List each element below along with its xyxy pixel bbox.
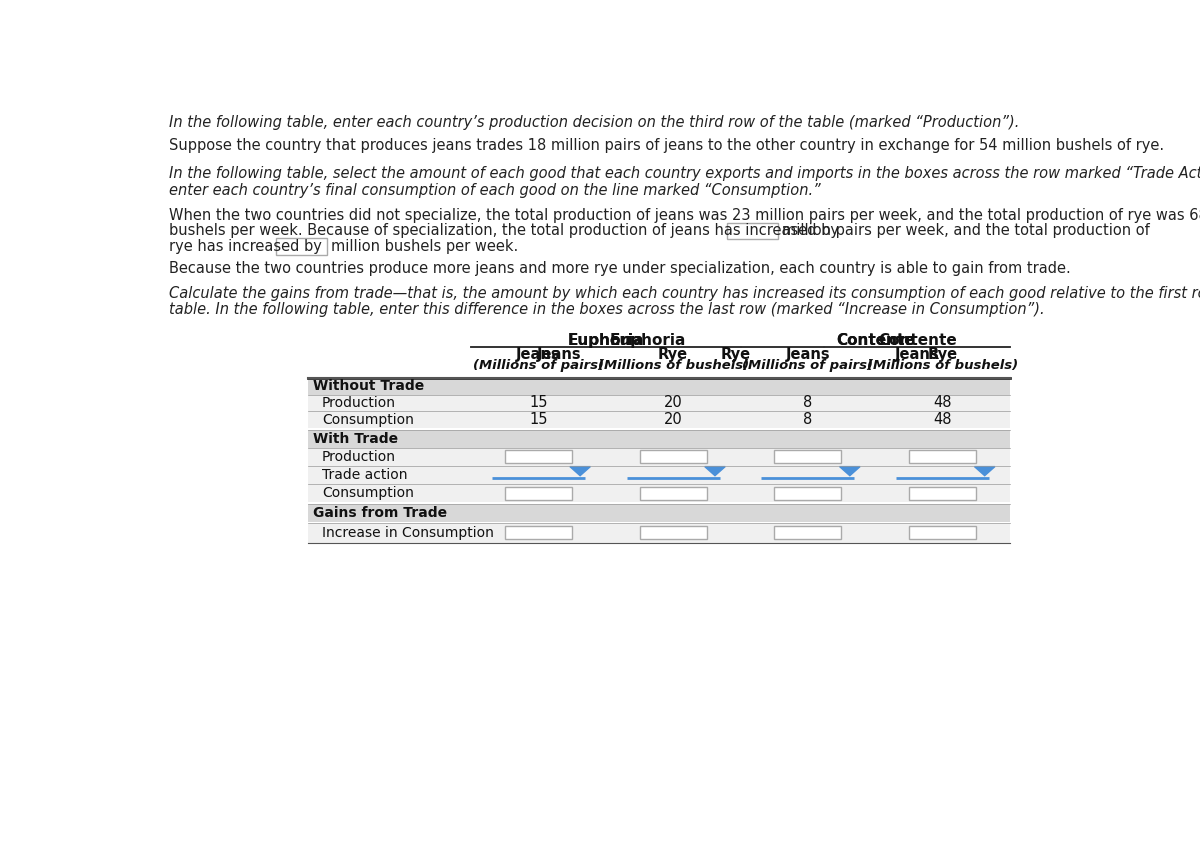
Text: 20: 20 — [664, 395, 683, 411]
Text: 8: 8 — [803, 412, 812, 427]
FancyBboxPatch shape — [824, 332, 1010, 346]
FancyBboxPatch shape — [774, 486, 841, 500]
FancyBboxPatch shape — [910, 450, 977, 464]
Text: Without Trade: Without Trade — [313, 379, 424, 393]
FancyBboxPatch shape — [276, 238, 328, 255]
Text: million pairs per week, and the total production of: million pairs per week, and the total pr… — [782, 223, 1150, 239]
Text: Jeans: Jeans — [786, 347, 830, 362]
Text: (Millions of pairs): (Millions of pairs) — [473, 359, 604, 373]
Text: Rye: Rye — [928, 347, 958, 362]
FancyBboxPatch shape — [308, 466, 1010, 484]
FancyBboxPatch shape — [910, 526, 977, 540]
Text: Rye: Rye — [721, 347, 751, 362]
FancyBboxPatch shape — [505, 526, 571, 540]
Polygon shape — [570, 467, 590, 475]
Text: Euphoria: Euphoria — [568, 332, 644, 347]
Text: Increase in Consumption: Increase in Consumption — [322, 526, 494, 540]
FancyBboxPatch shape — [505, 450, 571, 464]
Text: In the following table, select the amount of each good that each country exports: In the following table, select the amoun… — [168, 166, 1200, 181]
FancyBboxPatch shape — [308, 484, 1010, 502]
Text: (Millions of bushels): (Millions of bushels) — [598, 359, 749, 373]
Text: In the following table, enter each country’s production decision on the third ro: In the following table, enter each count… — [168, 115, 1019, 131]
FancyBboxPatch shape — [727, 223, 779, 239]
Text: When the two countries did not specialize, the total production of jeans was 23 : When the two countries did not specializ… — [168, 207, 1200, 223]
Text: Gains from Trade: Gains from Trade — [313, 506, 446, 519]
Polygon shape — [840, 467, 860, 475]
FancyBboxPatch shape — [308, 411, 1010, 428]
FancyBboxPatch shape — [308, 503, 1010, 522]
Text: Euphoria: Euphoria — [610, 332, 685, 347]
Text: With Trade: With Trade — [313, 432, 398, 446]
Text: rye has increased by: rye has increased by — [168, 239, 322, 254]
FancyBboxPatch shape — [308, 378, 1010, 395]
FancyBboxPatch shape — [470, 332, 824, 346]
Text: 48: 48 — [934, 395, 952, 411]
Text: (Millions of bushels): (Millions of bushels) — [868, 359, 1019, 373]
Text: Production: Production — [322, 396, 396, 410]
Text: table. In the following table, enter this difference in the boxes across the las: table. In the following table, enter thi… — [168, 302, 1044, 317]
Text: Consumption: Consumption — [322, 486, 414, 500]
Text: Contente: Contente — [836, 332, 914, 347]
FancyBboxPatch shape — [640, 450, 707, 464]
Text: Euphoria: Euphoria — [568, 332, 644, 347]
Text: Jeans: Jeans — [895, 347, 940, 362]
FancyBboxPatch shape — [308, 523, 1010, 543]
Text: Jeans: Jeans — [536, 347, 582, 362]
FancyBboxPatch shape — [910, 486, 977, 500]
Text: Consumption: Consumption — [322, 413, 414, 427]
Text: Calculate the gains from trade—that is, the amount by which each country has inc: Calculate the gains from trade—that is, … — [168, 286, 1200, 300]
Text: 8: 8 — [803, 395, 812, 411]
Text: 15: 15 — [529, 412, 547, 427]
Text: (Millions of pairs): (Millions of pairs) — [743, 359, 874, 373]
Text: Jeans: Jeans — [516, 347, 560, 362]
FancyBboxPatch shape — [308, 395, 1010, 411]
FancyBboxPatch shape — [774, 526, 841, 540]
FancyBboxPatch shape — [640, 486, 707, 500]
Text: Trade action: Trade action — [322, 468, 408, 482]
Text: Rye: Rye — [658, 347, 688, 362]
Text: Production: Production — [322, 450, 396, 464]
FancyBboxPatch shape — [505, 486, 571, 500]
Text: 20: 20 — [664, 412, 683, 427]
FancyBboxPatch shape — [308, 430, 1010, 448]
FancyBboxPatch shape — [308, 448, 1010, 466]
Text: enter each country’s final consumption of each good on the line marked “Consumpt: enter each country’s final consumption o… — [168, 183, 821, 198]
FancyBboxPatch shape — [774, 450, 841, 464]
FancyBboxPatch shape — [640, 526, 707, 540]
Text: 48: 48 — [934, 412, 952, 427]
Text: Contente: Contente — [836, 332, 914, 347]
Text: bushels per week. Because of specialization, the total production of jeans has i: bushels per week. Because of specializat… — [168, 223, 839, 239]
Polygon shape — [704, 467, 725, 475]
Text: Because the two countries produce more jeans and more rye under specialization, : Because the two countries produce more j… — [168, 260, 1070, 276]
Polygon shape — [974, 467, 995, 475]
Text: Suppose the country that produces jeans trades 18 million pairs of jeans to the : Suppose the country that produces jeans … — [168, 137, 1164, 153]
Text: 15: 15 — [529, 395, 547, 411]
Text: million bushels per week.: million bushels per week. — [331, 239, 518, 254]
Text: Contente: Contente — [878, 332, 956, 347]
